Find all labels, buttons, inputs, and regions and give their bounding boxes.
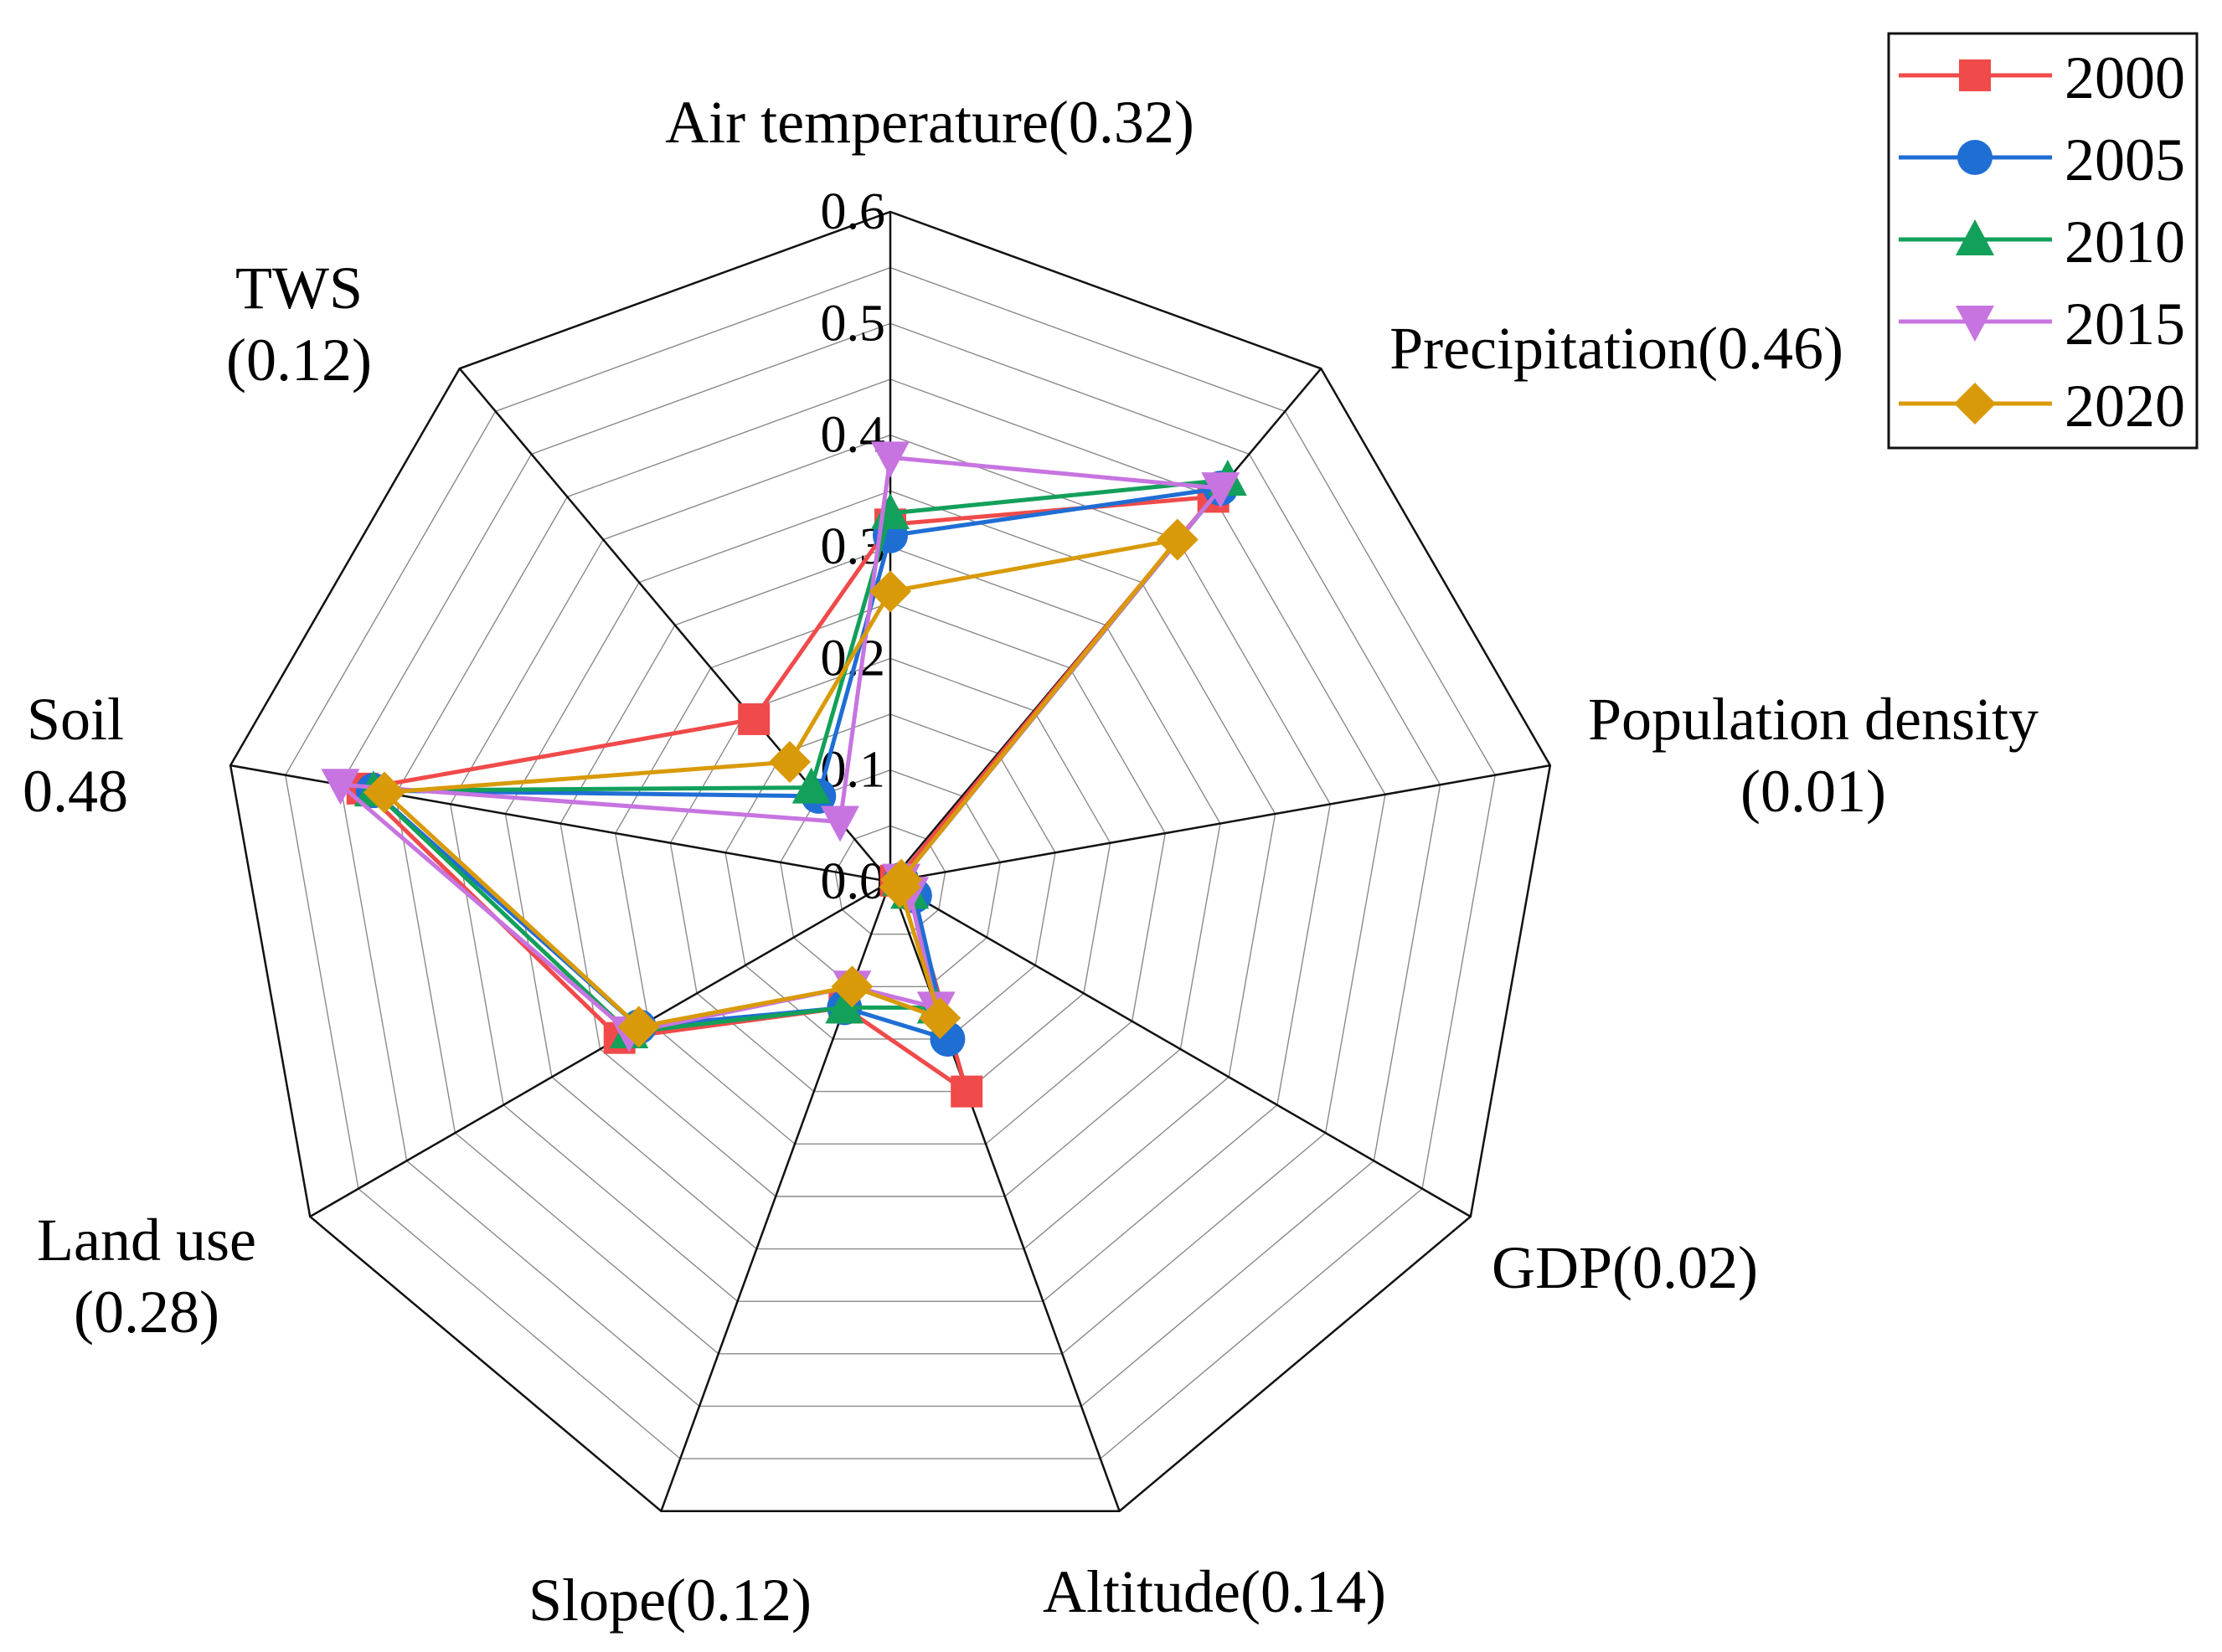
data-point-2020-gdp (879, 866, 921, 908)
legend-item-2010: 2010 (1899, 208, 2185, 275)
legend-marker-2015 (1956, 306, 1994, 342)
axis-label-line: (0.28) (74, 1279, 219, 1346)
data-point-2020-precipitation (1156, 518, 1199, 561)
axis-label-line: Slope(0.12) (528, 1567, 812, 1634)
data-point-2015-tws (821, 805, 860, 842)
radial-tick-label: 0.4 (821, 407, 886, 464)
axis-labels: Air temperature(0.32) Precipitation(0.46)… (23, 89, 2039, 1634)
axis-label-line: Air temperature(0.32) (665, 89, 1194, 156)
grid-ring (834, 825, 946, 935)
data-point-2020-slope (831, 965, 874, 1008)
series-2020 (363, 518, 1199, 1048)
data-point-2000-altitude (951, 1075, 983, 1108)
data-point-2015-soil (321, 769, 360, 805)
axis-label-slope: Slope(0.12) (528, 1567, 812, 1634)
data-point-2020-land-use (617, 1006, 660, 1048)
spoke-gdp (889, 880, 1472, 1218)
data-point-2020-air-temperature (869, 570, 911, 613)
axis-label-line: Population density (1588, 686, 2039, 753)
legend-item-2015: 2015 (1899, 291, 2185, 358)
legend-label: 2000 (2065, 44, 2185, 111)
data-point-2020-altitude (919, 996, 961, 1039)
legend-item-2020: 2020 (1899, 373, 2185, 440)
grid-ring (559, 546, 1221, 1197)
data-series (321, 441, 1247, 1108)
legend-label: 2005 (2065, 126, 2185, 193)
radar-grid (229, 210, 1552, 1513)
legend-label: 2020 (2065, 373, 2185, 440)
grid-ring (394, 378, 1386, 1355)
axis-label-tws: TWS (0.12) (226, 255, 372, 394)
axis-label-line: Land use (37, 1207, 256, 1274)
data-point-2000-tws (738, 702, 771, 735)
axis-label-line: Soil (27, 686, 124, 753)
axis-label-precipitation: Precipitation(0.46) (1389, 315, 1843, 382)
spoke-population-density (889, 764, 1551, 883)
axis-label-air-temperature: Air temperature(0.32) (665, 89, 1194, 156)
grid-ring (450, 434, 1331, 1302)
data-point-2010-tws (791, 767, 831, 804)
data-point-2010-slope (825, 987, 864, 1024)
axis-label-line: GDP(0.02) (1492, 1234, 1758, 1301)
data-point-2015-air-temperature (871, 441, 910, 478)
legend-marker-2010 (1956, 219, 1994, 255)
grid-ring (669, 657, 1111, 1093)
grid-ring (229, 210, 1552, 1513)
radial-tick-label: 0.5 (821, 295, 886, 352)
axis-label-line: 0.48 (23, 758, 128, 825)
axis-label-line: Altitude(0.14) (1043, 1558, 1386, 1625)
series-2015 (321, 441, 1240, 1052)
data-point-2020-tws (769, 741, 812, 784)
axis-label-line: (0.01) (1740, 758, 1886, 825)
axis-label-population-density: Population density (0.01) (1588, 686, 2039, 825)
axis-label-line: TWS (235, 255, 363, 322)
legend-label: 2010 (2065, 208, 2185, 275)
legend-item-2000: 2000 (1899, 44, 2185, 111)
legend-marker-2000 (1959, 59, 1991, 91)
axis-label-line: Precipitation(0.46) (1389, 315, 1843, 382)
grid-ring (614, 601, 1167, 1145)
data-point-2020-soil (363, 771, 405, 814)
grid-ring (779, 769, 1002, 987)
radial-tick-label: 0.6 (821, 183, 886, 240)
axis-label-line: (0.12) (226, 327, 372, 394)
legend-marker-2020 (1954, 383, 1996, 425)
radial-tick-label: 0.0 (821, 853, 886, 910)
series-line-2020 (382, 537, 1180, 1029)
spoke-land-use (309, 880, 891, 1218)
legend-label: 2015 (2065, 291, 2185, 358)
legend-item-2005: 2005 (1899, 126, 2185, 193)
axis-label-land-use: Land use (0.28) (37, 1207, 256, 1346)
legend: 2000 2005 2010 2015 2020 (1887, 32, 2199, 450)
axis-label-soil: Soil 0.48 (23, 686, 128, 825)
data-point-2015-precipitation (1201, 472, 1240, 509)
axis-label-altitude: Altitude(0.14) (1043, 1558, 1386, 1625)
grid-ring (504, 490, 1276, 1250)
legend-marker-2005 (1957, 140, 1993, 175)
grid-ring (285, 266, 1496, 1459)
grid-ring (339, 322, 1441, 1408)
axis-label-gdp: GDP(0.02) (1492, 1234, 1758, 1301)
